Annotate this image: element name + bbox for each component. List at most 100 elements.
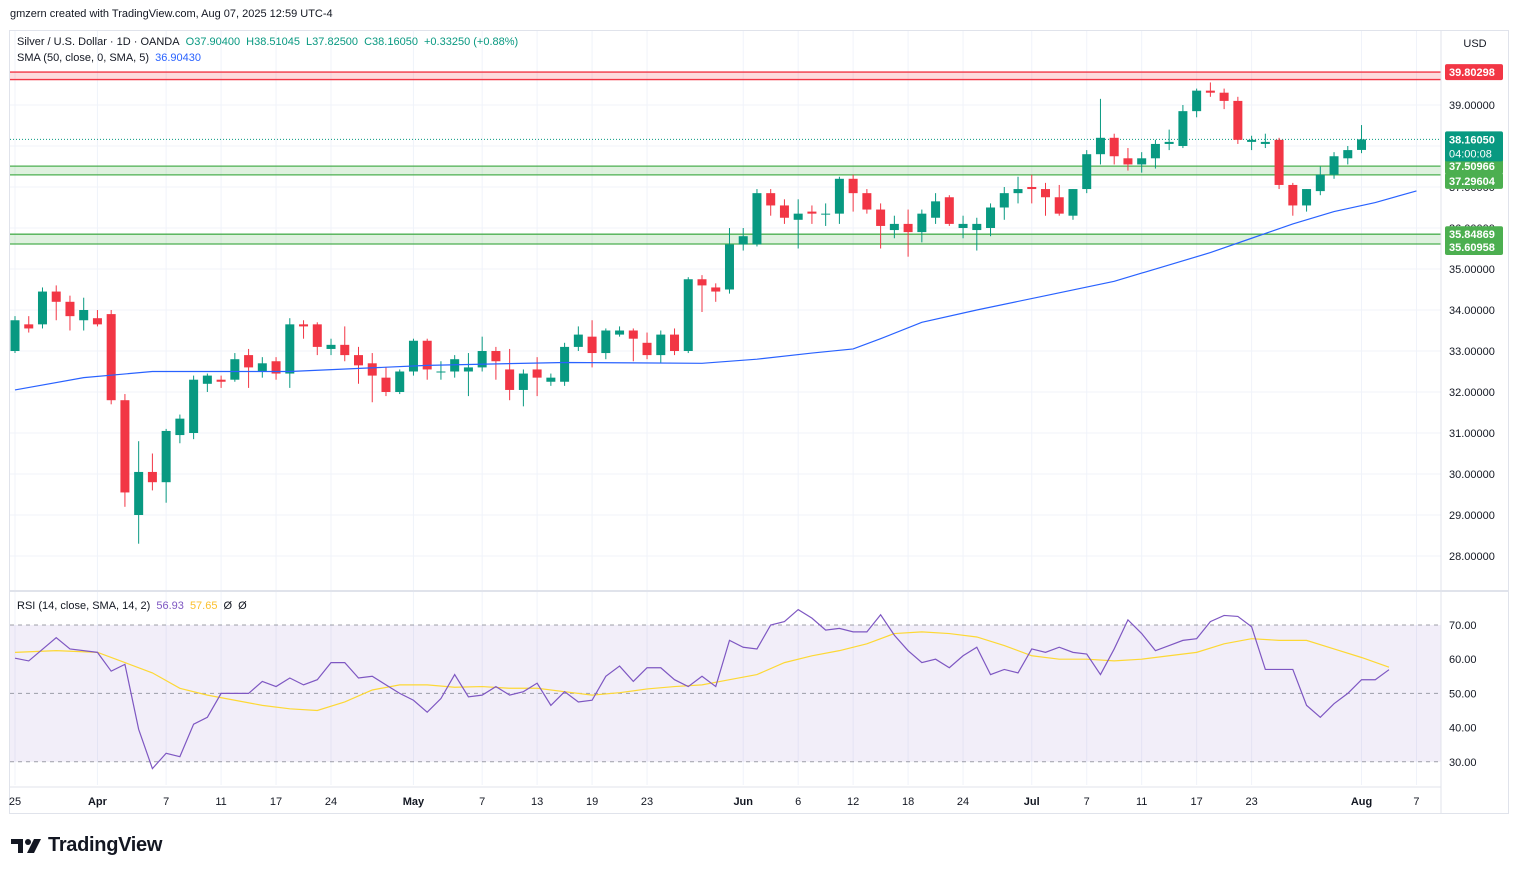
candle-body	[972, 223, 982, 231]
candle-body	[876, 209, 886, 226]
candle-body	[477, 351, 487, 368]
last-price-tag-bg	[1445, 131, 1503, 162]
change-value: +0.33250 (+0.88%)	[424, 36, 519, 48]
support2-upper-tag-bg	[1445, 226, 1503, 243]
time-axis[interactable]: 25 Apr 7 11 17 24 May 7 13 19 23 Jun 6 12 18 24 Jul 7 11 17…	[9, 796, 1420, 808]
candle-body	[697, 279, 707, 286]
candle-body	[189, 379, 199, 433]
candle-body	[244, 355, 254, 368]
candle-body	[1274, 139, 1284, 185]
tradingview-logo[interactable]: TradingView	[10, 834, 162, 857]
grid	[10, 31, 1441, 785]
candles	[10, 82, 1367, 544]
time-tick-label: 7	[479, 796, 485, 808]
rsi-extra-1: Ø	[223, 600, 233, 612]
candle-body	[257, 363, 267, 372]
candle-body	[1357, 139, 1367, 150]
support1-upper-tag: 37.50966	[1449, 161, 1495, 173]
price-tick-label: 32.00000	[1449, 387, 1495, 399]
time-tick-label: May	[403, 796, 425, 808]
candle-body	[724, 244, 734, 290]
candle-body	[1247, 139, 1257, 142]
candle-body	[299, 324, 309, 327]
time-tick-label: 12	[847, 796, 859, 808]
support1-lower-tag-bg	[1445, 172, 1503, 189]
candle-body	[862, 193, 872, 210]
candle-body	[395, 371, 405, 392]
candle-body	[903, 223, 913, 233]
support2-upper-tag: 35.84869	[1449, 229, 1495, 241]
candle-body	[683, 279, 693, 351]
candle-body	[175, 418, 185, 436]
time-tick-label: Aug	[1351, 796, 1372, 808]
chart-frame	[9, 30, 1509, 814]
rsi-tick-label: 30.00	[1449, 757, 1477, 769]
rsi-tick-label: 70.00	[1449, 620, 1477, 632]
candle-body	[931, 201, 941, 218]
time-tick-label: 7	[163, 796, 169, 808]
candle-body	[628, 330, 638, 339]
candle-body	[202, 375, 212, 384]
candle-body	[161, 430, 171, 483]
sma-legend: SMA (50, close, 0, SMA, 5) 36.90430	[17, 52, 204, 64]
candle-body	[37, 291, 47, 325]
candle-body	[51, 291, 61, 302]
countdown-tag: 04:00:08	[1449, 148, 1492, 160]
horizontal-levels	[10, 71, 1441, 245]
candle-body	[1095, 137, 1105, 155]
candle-body	[642, 342, 652, 356]
candle-body	[518, 373, 528, 390]
candle-body	[1315, 174, 1325, 192]
price-tick-label: 35.00000	[1449, 264, 1495, 276]
price-tick-label: 28.00000	[1449, 551, 1495, 563]
support-2-zone	[10, 234, 1441, 245]
candle-body	[1219, 92, 1229, 101]
candle-body	[79, 310, 89, 321]
support2-lower-tag: 35.60958	[1449, 242, 1495, 254]
time-tick-label: 7	[1084, 796, 1090, 808]
candle-body	[821, 213, 831, 215]
main-legend: Silver / U.S. Dollar · 1D · OANDA O37.90…	[17, 36, 521, 48]
candle-body	[752, 193, 762, 245]
candle-body	[1109, 137, 1119, 157]
price-tick-label: 31.00000	[1449, 428, 1495, 440]
candle-body	[1192, 90, 1202, 112]
candle-body	[917, 213, 927, 233]
support1-lower-tag: 37.29604	[1449, 176, 1496, 188]
resistance-price-tag: 39.80298	[1449, 67, 1495, 79]
candle-body	[958, 223, 968, 228]
open-value: O37.90400	[185, 36, 241, 48]
candle-body	[367, 363, 377, 376]
currency-button[interactable]: USD	[1463, 38, 1487, 50]
sma-label[interactable]: SMA (50, close, 0, SMA, 5)	[17, 52, 150, 64]
rsi-axis[interactable]: 30.00 40.00 50.00 60.00 70.00	[1449, 620, 1477, 769]
price-tick-label: 34.00000	[1449, 305, 1495, 317]
candle-body	[505, 369, 515, 390]
candle-body	[656, 334, 666, 356]
sma-line	[14, 190, 1417, 391]
rsi-label[interactable]: RSI (14, close, SMA, 14, 2)	[17, 600, 151, 612]
price-tick-label: 29.00000	[1449, 510, 1495, 522]
candle-body	[147, 471, 157, 483]
rsi-tick-label: 50.00	[1449, 688, 1477, 700]
candle-body	[1329, 156, 1339, 175]
candle-body	[1178, 111, 1188, 146]
time-tick-label: 24	[957, 796, 969, 808]
candle-body	[24, 324, 34, 329]
time-tick-label: 19	[586, 796, 598, 808]
candle-body	[848, 178, 858, 194]
candle-body	[1260, 141, 1270, 144]
symbol-label[interactable]: Silver / U.S. Dollar · 1D · OANDA	[17, 36, 180, 48]
candle-body	[1041, 189, 1050, 198]
price-tick-label: 33.00000	[1449, 346, 1495, 358]
candle-body	[587, 336, 597, 354]
time-tick-label: 17	[270, 796, 282, 808]
high-value: H38.51045	[246, 36, 300, 48]
candle-body	[999, 193, 1009, 208]
time-tick-label: 24	[325, 796, 337, 808]
rsi-tick-label: 60.00	[1449, 654, 1477, 666]
candle-body	[436, 371, 446, 373]
candle-body	[10, 320, 20, 351]
candle-body	[1068, 189, 1078, 216]
